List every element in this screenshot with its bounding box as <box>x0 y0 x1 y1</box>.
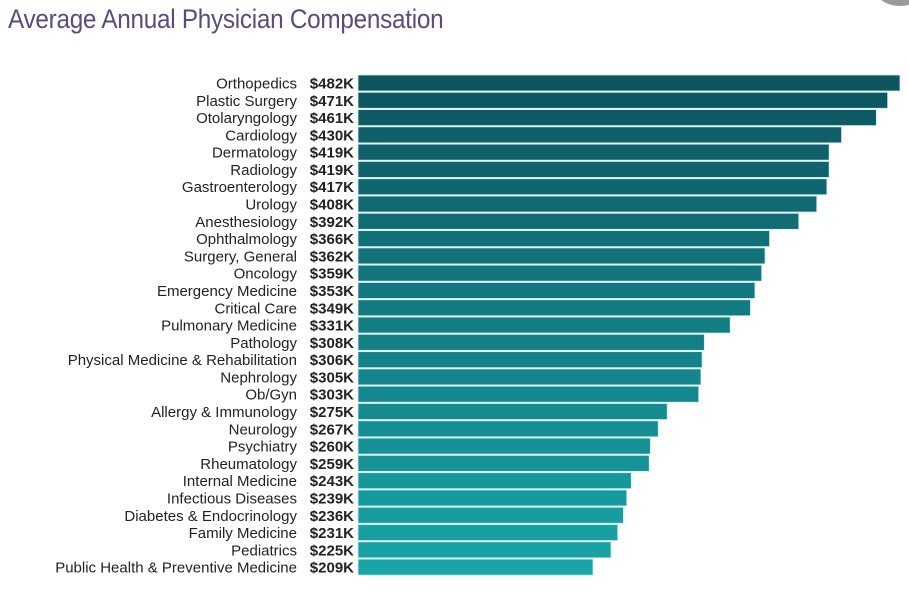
value-label: $349K <box>310 300 354 317</box>
value-label: $305K <box>310 369 354 386</box>
category-label: Surgery, General <box>184 248 297 265</box>
bar <box>357 368 702 386</box>
value-label: $308K <box>310 335 354 352</box>
bar <box>357 385 700 403</box>
bar <box>357 74 901 92</box>
value-label: $259K <box>310 456 354 473</box>
category-label: Public Health & Preventive Medicine <box>55 560 297 577</box>
bar <box>357 91 889 109</box>
value-label: $366K <box>310 231 354 248</box>
value-label: $471K <box>310 93 354 110</box>
category-label: Ophthalmology <box>196 231 297 248</box>
bar <box>357 506 624 524</box>
category-label: Internal Medicine <box>183 473 297 490</box>
bar <box>357 333 705 351</box>
bar <box>357 541 612 559</box>
value-label: $417K <box>310 179 354 196</box>
bar <box>357 558 594 576</box>
bar <box>357 247 766 265</box>
value-label: $236K <box>310 508 354 525</box>
value-label: $225K <box>310 542 354 559</box>
category-label: Otolaryngology <box>196 110 297 127</box>
bar <box>357 524 619 541</box>
bar <box>357 230 770 248</box>
category-label: Pediatrics <box>231 542 297 559</box>
value-label: $362K <box>310 248 354 265</box>
category-label: Psychiatry <box>228 439 298 456</box>
bar <box>357 316 731 334</box>
bar <box>357 282 756 299</box>
category-label: Pathology <box>230 335 297 352</box>
bar <box>357 472 632 490</box>
bar <box>357 489 628 507</box>
value-label: $359K <box>310 266 354 283</box>
bar <box>357 437 651 455</box>
value-label: $461K <box>310 110 354 127</box>
bar <box>357 351 703 369</box>
value-label: $209K <box>310 560 354 577</box>
value-label: $408K <box>310 197 354 214</box>
bar <box>357 454 650 472</box>
category-label: Neurology <box>229 421 298 438</box>
value-label: $430K <box>310 127 354 144</box>
category-label: Gastroenterology <box>182 179 298 196</box>
value-label: $231K <box>310 525 354 542</box>
bar <box>357 403 668 420</box>
value-label: $303K <box>310 387 354 404</box>
bar <box>357 178 828 196</box>
category-label: Nephrology <box>220 369 297 386</box>
bar <box>357 264 763 282</box>
category-label: Cardiology <box>225 127 297 144</box>
value-label: $392K <box>310 214 354 231</box>
value-label: $419K <box>310 162 354 179</box>
category-label: Anesthesiology <box>195 214 297 231</box>
value-label: $331K <box>310 318 354 335</box>
category-label: Physical Medicine & Rehabilitation <box>68 352 297 369</box>
category-label: Allergy & Immunology <box>151 404 297 421</box>
bar <box>357 212 800 230</box>
chart-title: Average Annual Physician Compensation <box>8 4 444 34</box>
category-label: Family Medicine <box>189 525 297 542</box>
category-label: Ob/Gyn <box>245 387 297 404</box>
bar <box>357 126 842 144</box>
category-label: Urology <box>245 197 297 214</box>
bar <box>357 161 830 178</box>
category-label: Critical Care <box>214 300 297 317</box>
category-label: Radiology <box>230 162 297 179</box>
bar <box>357 420 659 438</box>
bar <box>357 109 877 126</box>
value-label: $243K <box>310 473 354 490</box>
value-label: $239K <box>310 490 354 507</box>
category-label: Plastic Surgery <box>196 93 297 110</box>
value-label: $353K <box>310 283 354 300</box>
bar <box>357 195 818 213</box>
value-label: $419K <box>310 145 354 162</box>
category-label: Rheumatology <box>200 456 297 473</box>
value-label: $260K <box>310 439 354 456</box>
value-label: $267K <box>310 421 354 438</box>
category-label: Oncology <box>234 266 298 283</box>
value-label: $482K <box>310 76 354 93</box>
category-label: Diabetes & Endocrinology <box>124 508 297 525</box>
value-label: $275K <box>310 404 354 421</box>
category-label: Orthopedics <box>216 76 297 93</box>
category-label: Pulmonary Medicine <box>161 318 297 335</box>
category-label: Dermatology <box>212 145 298 162</box>
corner-decoration <box>872 0 909 6</box>
value-label: $306K <box>310 352 354 369</box>
category-label: Emergency Medicine <box>157 283 297 300</box>
category-label: Infectious Diseases <box>167 490 297 507</box>
bar <box>357 299 751 317</box>
bar <box>357 143 830 161</box>
